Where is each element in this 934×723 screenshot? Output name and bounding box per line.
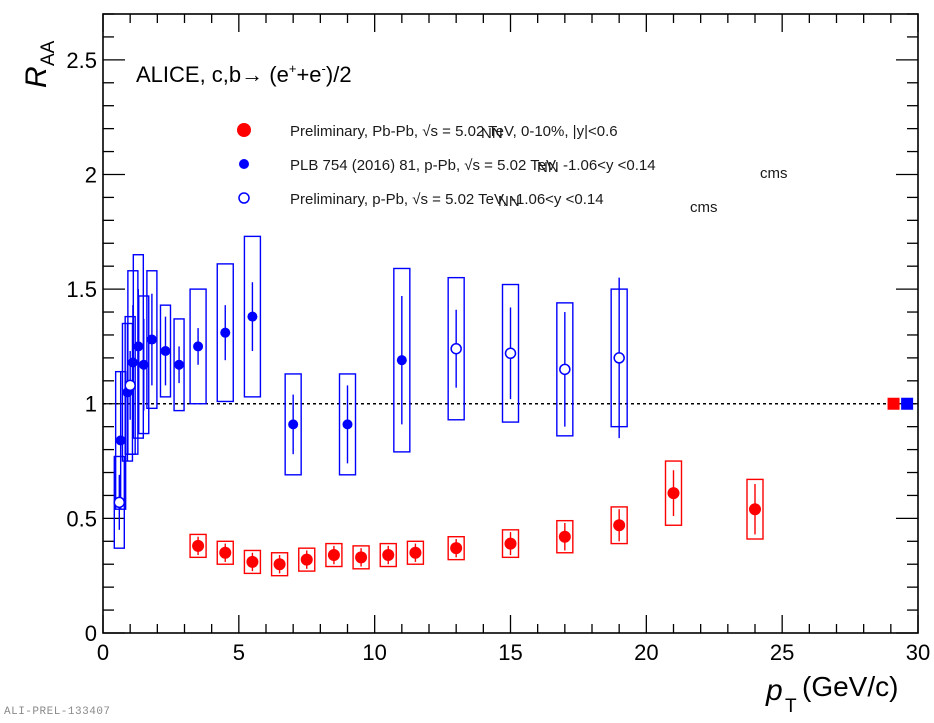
data-point: [613, 519, 626, 532]
x-tick-label: 15: [498, 640, 522, 665]
legend-subscript: NN: [481, 125, 503, 142]
series-1: [114, 235, 411, 510]
legend-marker: [237, 123, 251, 137]
legend-subscript: cms: [760, 165, 788, 182]
syst-box: [447, 536, 465, 561]
data-point: [558, 530, 571, 543]
data-point: [327, 549, 340, 562]
legend-subscript: cms: [690, 199, 718, 216]
syst-box: [325, 542, 343, 568]
data-point: [247, 311, 258, 322]
legend-label: Preliminary, p-Pb, √s = 5.02 TeV, -1.06<…: [290, 191, 604, 208]
data-point: [146, 334, 157, 345]
chart-title: ALICE, c,b→ (e++e-)/2: [136, 61, 352, 87]
x-axis-title: p T (GeV/c): [765, 671, 898, 717]
svg-text:p: p: [765, 674, 783, 707]
syst-box: [270, 552, 289, 577]
syst-box: [664, 460, 683, 526]
data-point: [409, 546, 422, 559]
legend-subscript: NN: [537, 159, 559, 176]
x-tick-label: 10: [362, 640, 386, 665]
series-2: [113, 276, 628, 549]
svg-text:R: R: [20, 66, 53, 88]
data-point: [124, 379, 136, 392]
legend-label: PLB 754 (2016) 81, p-Pb, √s = 5.02 TeV, …: [290, 157, 656, 174]
syst-box: [556, 302, 574, 437]
legend: Preliminary, Pb-Pb, √s = 5.02 TeV, 0-10%…: [237, 123, 788, 216]
syst-box: [406, 540, 425, 565]
x-tick-label: 30: [906, 640, 930, 665]
legend-subscript: NN: [498, 193, 520, 210]
data-point: [192, 539, 205, 552]
syst-box: [556, 519, 574, 554]
data-point: [504, 347, 517, 360]
data-point: [504, 537, 517, 550]
syst-box: [379, 542, 397, 568]
syst-box: [501, 283, 520, 423]
y-tick-label: 1.5: [66, 277, 97, 302]
y-axis-title: R AA: [20, 40, 59, 88]
data-point: [115, 435, 126, 446]
data-point: [749, 503, 761, 516]
syst-box: [338, 373, 357, 476]
y-tick-label: 1: [85, 392, 97, 417]
legend-marker: [239, 159, 249, 169]
data-point: [174, 359, 185, 370]
syst-box: [501, 529, 520, 559]
y-tick-label: 2.5: [66, 48, 97, 73]
normalization-box: [901, 397, 914, 410]
y-tick-label: 0.5: [66, 506, 97, 531]
data-point: [450, 542, 463, 555]
data-point: [288, 419, 299, 430]
y-tick-label: 2: [85, 162, 97, 187]
syst-box: [216, 540, 234, 565]
data-point: [193, 341, 204, 352]
data-point: [396, 355, 407, 366]
syst-box: [189, 533, 207, 559]
data-point: [160, 346, 171, 357]
y-tick-label: 0: [85, 621, 97, 646]
data-point: [382, 549, 395, 562]
legend-marker: [238, 192, 250, 204]
data-point: [300, 553, 313, 566]
syst-box: [610, 506, 628, 545]
data-point: [246, 555, 259, 568]
syst-box: [284, 373, 302, 476]
series-0: [189, 460, 764, 577]
syst-box: [298, 547, 316, 572]
data-point: [219, 546, 232, 559]
data-point: [613, 352, 625, 364]
data-point: [450, 342, 462, 355]
data-point: [113, 496, 126, 509]
normalization-box: [887, 397, 900, 410]
syst-box: [216, 263, 234, 403]
data-point: [273, 558, 286, 571]
legend-label: Preliminary, Pb-Pb, √s = 5.02 TeV, 0-10%…: [290, 123, 618, 140]
svg-text:T: T: [785, 696, 797, 717]
data-point: [559, 363, 571, 376]
syst-box: [352, 545, 370, 570]
syst-box: [243, 235, 262, 398]
syst-box: [243, 549, 262, 575]
data-point: [342, 419, 353, 430]
syst-box: [393, 267, 411, 453]
figure-id: ALI-PREL-133407: [4, 706, 111, 718]
data-point: [355, 551, 368, 564]
svg-text:AA: AA: [38, 40, 59, 66]
x-tick-label: 0: [97, 640, 109, 665]
x-tick-label: 25: [770, 640, 794, 665]
data-point: [667, 487, 680, 500]
x-tick-label: 20: [634, 640, 658, 665]
x-tick-label: 5: [233, 640, 245, 665]
syst-box: [189, 288, 207, 405]
syst-box: [447, 276, 465, 421]
syst-box: [746, 478, 764, 540]
data-point: [220, 327, 231, 338]
svg-text:(GeV/c): (GeV/c): [802, 671, 898, 702]
